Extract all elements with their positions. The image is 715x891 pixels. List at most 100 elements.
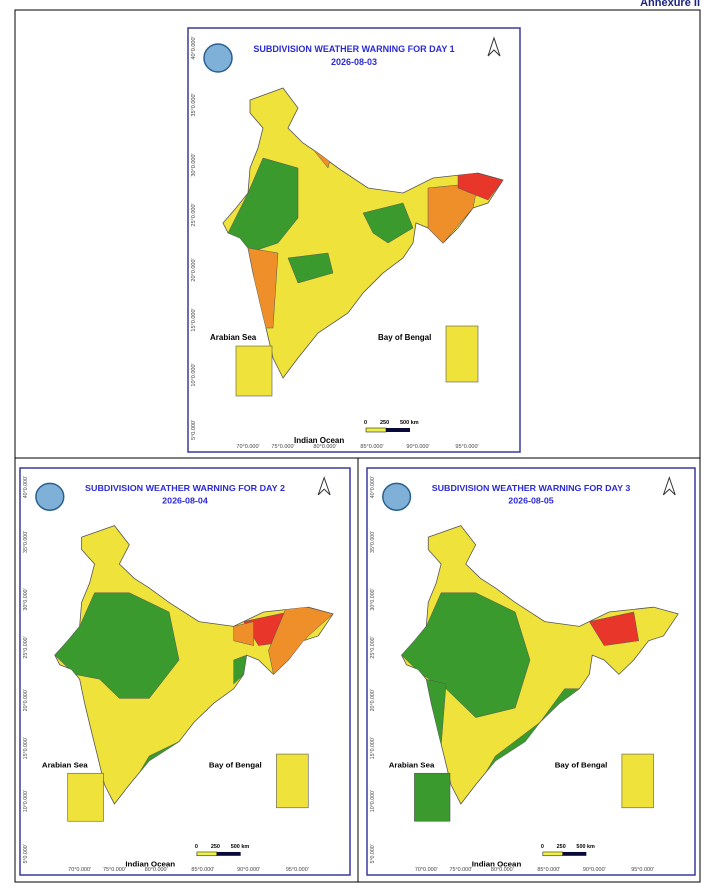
lat-label: 20°0.000' xyxy=(370,689,376,711)
lat-label: 5°0.000' xyxy=(370,844,376,863)
lat-label: 35°0.000' xyxy=(370,531,376,553)
lon-label: 95°0.000' xyxy=(286,867,309,873)
scale-label: 250 xyxy=(557,844,566,850)
sea-label: Arabian Sea xyxy=(389,761,435,770)
lat-label: 40°0.000' xyxy=(370,476,376,498)
annexure: Annexure II xyxy=(640,0,700,9)
lon-label: 70°0.000' xyxy=(68,867,91,873)
scale-label: 0 xyxy=(541,844,544,850)
map: SUBDIVISION WEATHER WARNING FOR DAY 1 202… xyxy=(191,36,504,450)
lat-label: 25°0.000' xyxy=(23,636,29,658)
lat-label: 15°0.000' xyxy=(370,737,376,759)
lat-label: 25°0.000' xyxy=(191,203,197,226)
sea-label: Arabian Sea xyxy=(210,333,257,342)
scale-bar xyxy=(196,851,218,857)
scale-label: 250 xyxy=(380,420,389,426)
scale-label: 500 km xyxy=(231,844,250,850)
lon-label: 75°0.000' xyxy=(271,444,294,450)
lon-label: 85°0.000' xyxy=(191,867,214,873)
north-arrow xyxy=(317,476,331,496)
sea-label: Bay of Bengal xyxy=(209,761,262,770)
lat-label: 20°0.000' xyxy=(23,689,29,711)
map-title: SUBDIVISION WEATHER WARNING FOR DAY 1 xyxy=(253,44,454,54)
india xyxy=(222,87,504,379)
map: SUBDIVISION WEATHER WARNING FOR DAY 2 202… xyxy=(23,476,334,873)
lat-label: 30°0.000' xyxy=(370,588,376,610)
region xyxy=(588,611,639,646)
scale-label: 500 km xyxy=(576,844,595,850)
lakshadweep-inset xyxy=(67,772,104,822)
map-date: 2026-08-04 xyxy=(162,496,208,506)
scale-bar xyxy=(542,851,563,857)
scale-bar xyxy=(562,851,587,856)
region xyxy=(287,252,334,284)
lat-label: 30°0.000' xyxy=(191,153,197,176)
lon-label: 90°0.000' xyxy=(583,867,606,873)
scale-label: 0 xyxy=(364,420,367,426)
map-panel: SUBDIVISION WEATHER WARNING FOR DAY 2 202… xyxy=(19,467,351,876)
emblem xyxy=(203,43,233,73)
lon-label: 70°0.000' xyxy=(415,867,438,873)
lon-label: 80°0.000' xyxy=(313,444,336,450)
map-title: SUBDIVISION WEATHER WARNING FOR DAY 2 xyxy=(85,483,285,493)
map-date: 2026-08-05 xyxy=(508,496,554,506)
lon-label: 85°0.000' xyxy=(360,444,383,450)
sea-label: Indian Ocean xyxy=(294,436,344,445)
region xyxy=(233,654,247,685)
lat-label: 40°0.000' xyxy=(191,36,197,59)
sea-label: Bay of Bengal xyxy=(555,761,608,770)
lon-label: 80°0.000' xyxy=(491,867,514,873)
north-arrow xyxy=(662,476,676,496)
lakshadweep-inset xyxy=(235,345,273,397)
lat-label: 35°0.000' xyxy=(191,93,197,116)
emblem xyxy=(35,482,65,511)
region xyxy=(233,621,254,646)
lat-label: 5°0.000' xyxy=(191,420,197,440)
lat-label: 40°0.000' xyxy=(23,476,29,498)
andaman-inset xyxy=(276,753,309,809)
scale-bar xyxy=(386,428,410,432)
lat-label: 25°0.000' xyxy=(370,636,376,658)
lat-label: 35°0.000' xyxy=(23,531,29,553)
lat-label: 20°0.000' xyxy=(191,258,197,281)
region xyxy=(457,167,503,201)
sea-label: Arabian Sea xyxy=(42,761,89,770)
lon-label: 90°0.000' xyxy=(406,444,429,450)
region xyxy=(54,592,180,699)
emblem xyxy=(382,482,412,511)
lon-label: 75°0.000' xyxy=(103,867,126,873)
lon-label: 95°0.000' xyxy=(631,867,654,873)
lakshadweep-inset xyxy=(414,772,451,822)
cell xyxy=(357,457,701,883)
map-date: 2026-08-03 xyxy=(331,57,377,67)
lon-label: 75°0.000' xyxy=(449,867,472,873)
lat-label: 10°0.000' xyxy=(191,363,197,386)
scale-label: 250 xyxy=(211,844,220,850)
region xyxy=(268,602,334,675)
lat-label: 10°0.000' xyxy=(23,790,29,812)
andaman-inset xyxy=(621,753,654,809)
regions xyxy=(227,142,503,329)
region xyxy=(247,247,279,329)
scale-bar xyxy=(365,427,387,433)
lon-label: 95°0.000' xyxy=(455,444,478,450)
andaman-inset xyxy=(445,325,479,383)
scale-label: 500 km xyxy=(400,420,419,426)
lat-label: 30°0.000' xyxy=(23,588,29,610)
scale-bar xyxy=(216,851,241,856)
lon-label: 80°0.000' xyxy=(145,867,168,873)
lat-label: 15°0.000' xyxy=(191,308,197,331)
north-arrow xyxy=(487,36,501,57)
lon-label: 85°0.000' xyxy=(537,867,560,873)
sea-label: Bay of Bengal xyxy=(378,333,431,342)
sea-label: Indian Ocean xyxy=(125,859,175,868)
sea-label: Indian Ocean xyxy=(472,859,522,868)
lat-label: 15°0.000' xyxy=(23,737,29,759)
lon-label: 70°0.000' xyxy=(236,444,259,450)
lat-label: 10°0.000' xyxy=(370,790,376,812)
region xyxy=(362,202,414,244)
lat-label: 5°0.000' xyxy=(23,844,29,863)
map-panel: SUBDIVISION WEATHER WARNING FOR DAY 1 202… xyxy=(187,27,521,453)
scale-label: 0 xyxy=(195,844,198,850)
lon-label: 90°0.000' xyxy=(237,867,260,873)
